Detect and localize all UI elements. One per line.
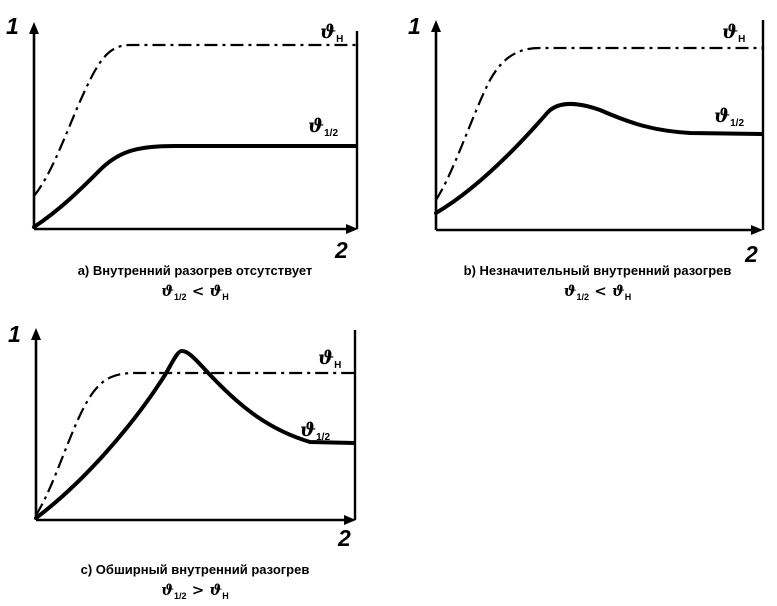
- panel-a-caption: a) Внутренний разогрев отсутствует ϑ1/2 …: [30, 261, 360, 307]
- panel-b-y-arrow: [431, 20, 441, 32]
- panel-a-x-label: 2: [334, 237, 348, 263]
- panel-a-caption-title: a) Внутренний разогрев отсутствует: [77, 263, 313, 278]
- panel-c-bottom-curve-label: ϑ1/2: [300, 419, 330, 443]
- panel-c-solid-curve: [34, 349, 356, 520]
- panel-b-x-label: 2: [744, 241, 758, 267]
- panel-b-caption-title: b) Незначительный внутренний разогрев: [463, 263, 732, 278]
- panel-c-top-curve-label: ϑН: [318, 347, 341, 371]
- panel-a-solid-curve: [32, 144, 358, 229]
- panel-a-y-arrow: [29, 22, 39, 34]
- panel-c-y-label: 1: [8, 321, 21, 347]
- panel-b-top-curve-label: ϑН: [722, 21, 745, 45]
- panel-c-caption-relation: ϑ1/2 > ϑН: [161, 581, 229, 601]
- panel-c-caption: c) Обширный внутренний разогрев ϑ1/2 > ϑ…: [30, 560, 360, 606]
- panel-a-caption-relation: ϑ1/2 < ϑН: [161, 282, 229, 302]
- panel-c-y-arrow: [31, 328, 41, 340]
- panel-c-dashed-curve: [35, 371, 354, 516]
- panel-b-solid-curve: [434, 101, 764, 215]
- panel-b-x-arrow: [751, 225, 763, 235]
- panel-a-y-label: 1: [6, 13, 19, 39]
- panel-a-plot: 1 2 ϑН ϑ1/2: [6, 13, 359, 263]
- panel-b-y-label: 1: [408, 13, 421, 39]
- panel-a-top-curve-label: ϑН: [320, 21, 343, 45]
- panel-c-x-arrow: [344, 515, 356, 525]
- panel-c-x-label: 2: [337, 525, 351, 551]
- panel-b-caption-relation: ϑ1/2 < ϑН: [563, 282, 632, 302]
- panel-b-dashed-curve: [435, 46, 762, 201]
- panel-a-x-arrow: [346, 224, 358, 234]
- panel-c-caption-title: c) Обширный внутренний разогрев: [80, 562, 310, 577]
- panel-a-bottom-curve-label: ϑ1/2: [308, 115, 338, 139]
- panel-a-dashed-curve: [33, 43, 356, 197]
- panel-c-plot: 1 2 ϑН ϑ1/2: [8, 321, 357, 551]
- panel-b-plot: 1 2 ϑН ϑ1/2: [408, 13, 765, 267]
- panel-b-bottom-curve-label: ϑ1/2: [714, 105, 744, 129]
- panel-b-caption: b) Незначительный внутренний разогрев ϑ1…: [420, 261, 775, 307]
